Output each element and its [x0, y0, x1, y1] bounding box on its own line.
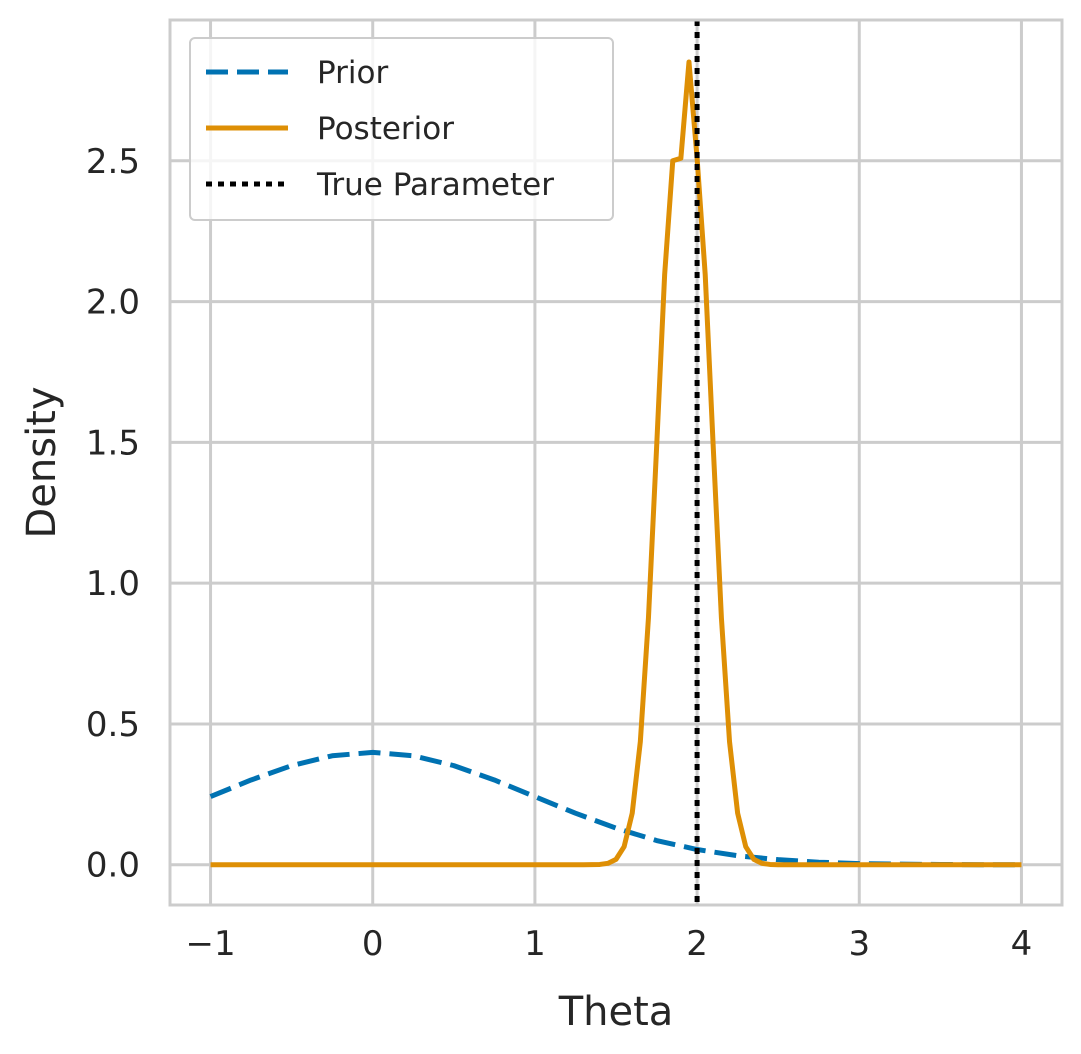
x-tick-labels: −1 0 1 2 3 4: [185, 924, 1032, 964]
legend-items: Prior Posterior True Parameter: [206, 55, 554, 203]
legend-box: [189, 37, 614, 221]
legend-label-posterior: Posterior: [317, 111, 454, 147]
x-tick-label: −1: [185, 924, 235, 964]
posterior-line: [210, 59, 1022, 868]
x-tick-label: 1: [524, 924, 546, 964]
y-tick-label: 0.5: [86, 705, 140, 745]
x-tick-label: 4: [1011, 924, 1033, 964]
y-tick-label: 0.0: [86, 846, 140, 886]
y-tick-label: 2.5: [86, 142, 140, 182]
plot-lines: [209, 20, 1022, 905]
y-tick-label: 2.0: [86, 283, 140, 323]
x-tick-label: 0: [362, 924, 384, 964]
legend-label-prior: Prior: [317, 55, 388, 91]
plot-frame: [168, 18, 1064, 907]
legend-label-true-parameter: True Parameter: [316, 167, 554, 203]
y-axis-label: Density: [19, 386, 65, 538]
y-tick-label: 1.0: [86, 564, 140, 604]
y-tick-label: 1.5: [86, 423, 140, 463]
y-tick-labels: 0.0 0.5 1.0 1.5 2.0 2.5: [86, 142, 140, 886]
x-tick-label: 2: [686, 924, 708, 964]
x-axis-label: Theta: [558, 989, 674, 1035]
x-tick-label: 3: [848, 924, 870, 964]
legend: Prior Posterior True Parameter: [189, 37, 614, 221]
